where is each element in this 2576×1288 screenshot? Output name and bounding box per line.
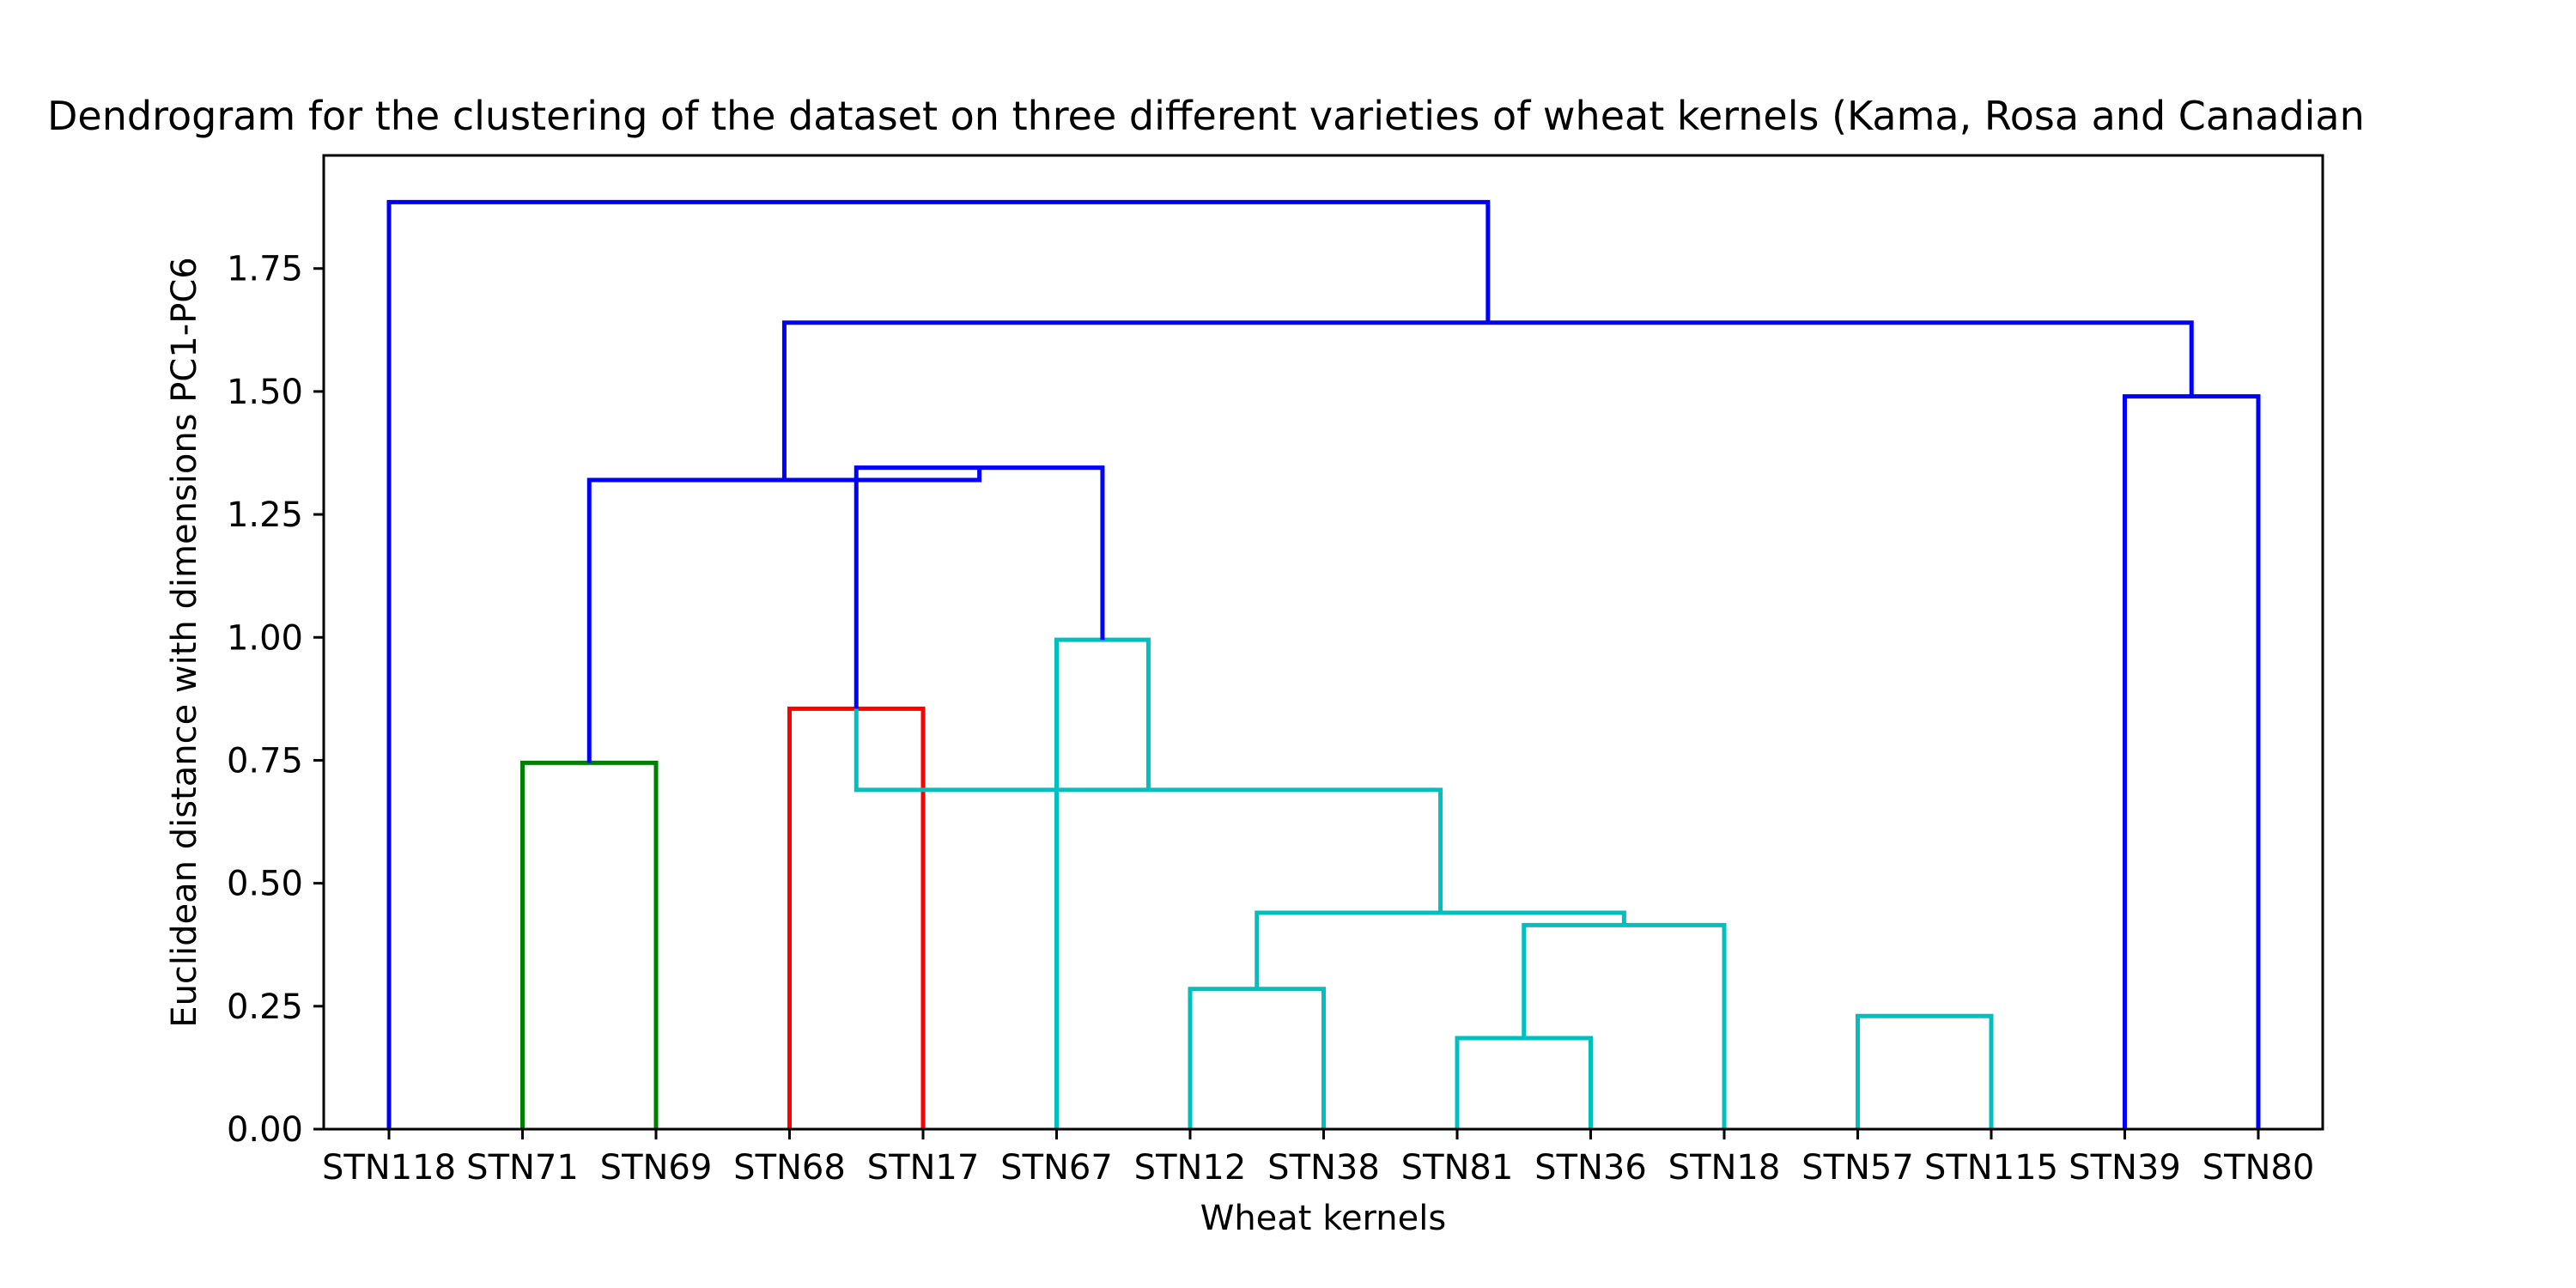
dendrogram-link-13 — [781, 320, 2194, 480]
dendrogram-link-4 — [1455, 1036, 1593, 1129]
x-axis-ticks: STN118 STN71 STN69 STN68 STN17 STN67 STN12 STN3… — [322, 1129, 2314, 1188]
leaf-label-stn67: STN67 — [1000, 1148, 1113, 1188]
leaf-label-stn68: STN68 — [733, 1148, 846, 1188]
leaf-label-stn118: STN118 — [322, 1148, 456, 1188]
y-tick-label: 0.50 — [227, 865, 303, 904]
y-tick-label: 0.75 — [227, 741, 303, 781]
leaf-label-stn17: STN17 — [867, 1148, 980, 1188]
x-axis-label: Wheat kernels — [1200, 1199, 1446, 1238]
leaf-label-stn57: STN57 — [1801, 1148, 1914, 1188]
leaf-label-stn38: STN38 — [1267, 1148, 1380, 1188]
dendrogram-link-3 — [1188, 987, 1326, 1129]
leaf-label-stn115: STN115 — [1924, 1148, 2058, 1188]
dendrogram-link-1 — [520, 760, 659, 1129]
y-tick-label: 0.25 — [227, 987, 303, 1027]
dendrogram-link-10 — [2123, 394, 2261, 1129]
dendrogram-link-12 — [586, 467, 982, 763]
dendrogram-link-6 — [1522, 922, 1727, 1129]
leaf-label-stn71: STN71 — [466, 1148, 579, 1188]
leaf-label-stn18: STN18 — [1668, 1148, 1781, 1188]
y-tick-label: 1.25 — [227, 495, 303, 535]
y-axis-ticks: 0.00 0.25 0.50 0.75 1.00 1.25 1.50 1.75 — [227, 250, 324, 1150]
leaf-label-stn12: STN12 — [1134, 1148, 1247, 1188]
dendrogram-link-5 — [1856, 1013, 1994, 1129]
dendrogram-link-14 — [386, 199, 1491, 1129]
dendrogram-link-11 — [854, 465, 1105, 709]
chart-title: Dendrogram for the clustering of the dat… — [47, 93, 2365, 139]
leaf-label-stn36: STN36 — [1534, 1148, 1647, 1188]
y-axis-label: Euclidean distance with dimensions PC1-P… — [165, 257, 204, 1027]
y-tick-label: 1.00 — [227, 618, 303, 658]
leaf-label-stn80: STN80 — [2202, 1148, 2315, 1188]
y-tick-label: 1.75 — [227, 250, 303, 289]
dendrogram-link-9 — [1054, 637, 1151, 1129]
plot-frame — [322, 154, 2324, 1131]
leaf-label-stn69: STN69 — [600, 1148, 713, 1188]
leaf-label-stn39: STN39 — [2069, 1148, 2181, 1188]
leaf-label-stn81: STN81 — [1401, 1148, 1514, 1188]
y-tick-label: 0.00 — [227, 1110, 303, 1150]
dendrogram-links — [386, 199, 2261, 1129]
y-tick-label: 1.50 — [227, 373, 303, 412]
